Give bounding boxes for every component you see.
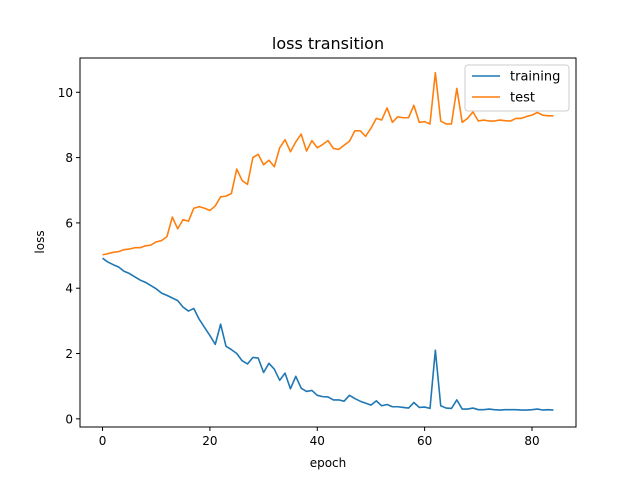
x-tick-label: 20 <box>202 434 217 448</box>
legend-label-test: test <box>510 91 535 106</box>
y-axis-ticks: 0 2 4 6 8 10 <box>58 86 80 426</box>
y-tick-label: 4 <box>65 282 73 296</box>
y-tick-label: 10 <box>58 86 73 100</box>
x-tick-label: 80 <box>524 434 539 448</box>
axes-frame <box>79 57 577 428</box>
x-axis-ticks: 0 20 40 60 80 <box>99 427 540 448</box>
y-axis-label: loss <box>33 230 47 253</box>
x-tick-label: 60 <box>417 434 432 448</box>
legend: training test <box>464 64 570 112</box>
y-tick-label: 2 <box>65 347 73 361</box>
x-tick-label: 0 <box>99 434 107 448</box>
series-line-test <box>102 71 554 256</box>
series-line-training <box>102 257 554 411</box>
x-axis-label: epoch <box>310 456 347 470</box>
legend-label-training: training <box>510 70 560 85</box>
y-tick-label: 0 <box>65 412 73 426</box>
y-tick-label: 6 <box>65 216 73 230</box>
plot-area <box>102 71 554 411</box>
x-tick-label: 40 <box>310 434 325 448</box>
y-tick-label: 8 <box>65 151 73 165</box>
chart-title: loss transition <box>272 34 384 53</box>
